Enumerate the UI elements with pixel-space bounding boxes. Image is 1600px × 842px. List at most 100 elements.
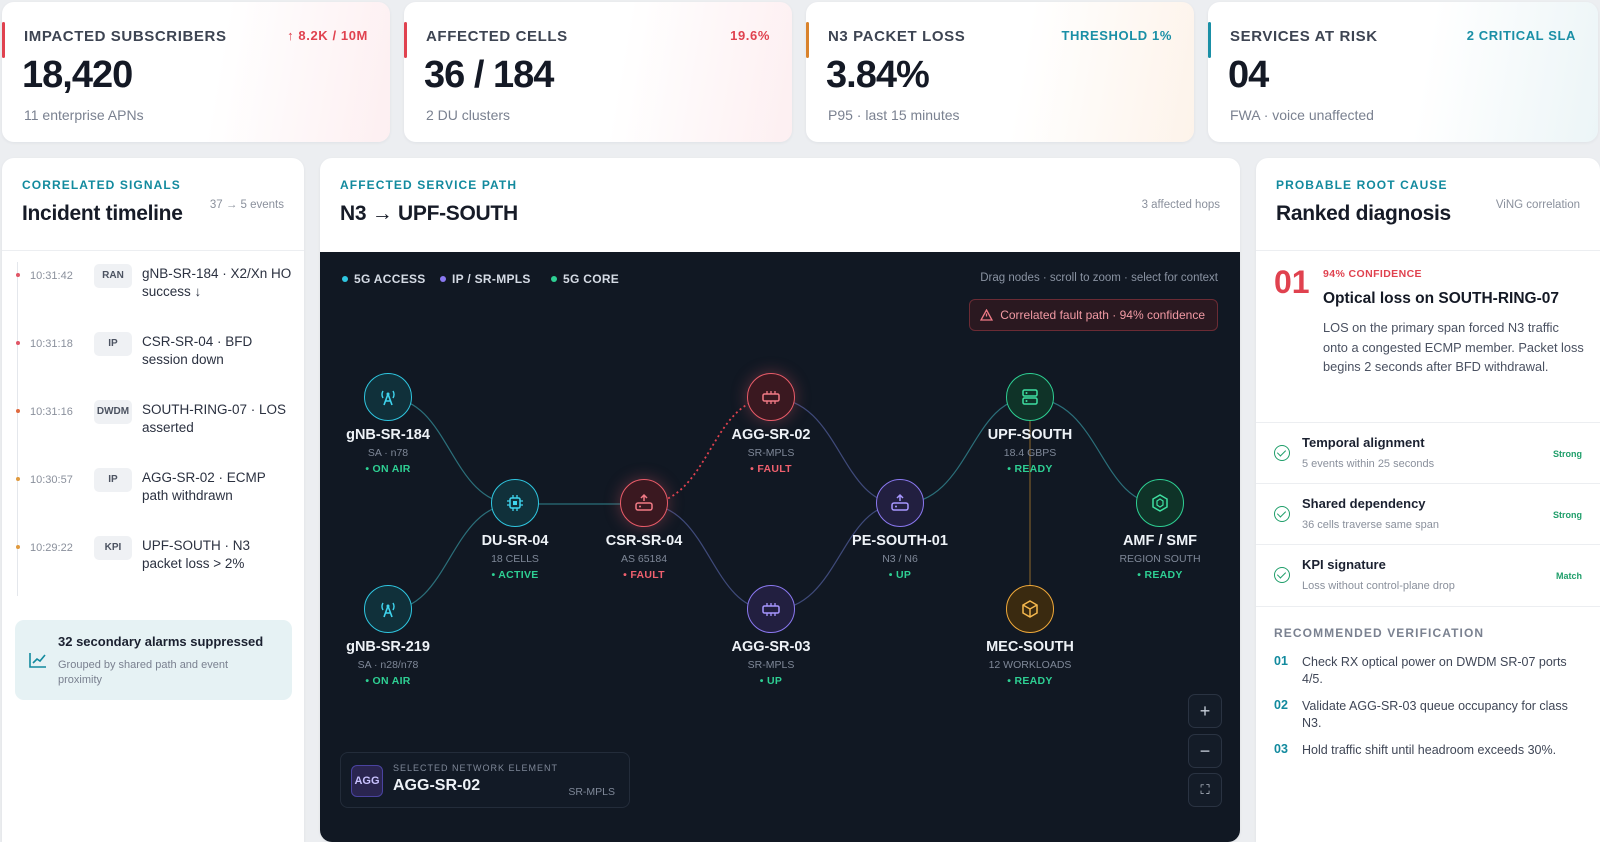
- fault-path-alert[interactable]: Correlated fault path · 94% confidence: [969, 299, 1218, 331]
- node-meta: 12 WORKLOADS: [988, 659, 1072, 671]
- kpi-label: SERVICES AT RISK: [1230, 28, 1378, 45]
- event-count: 37 → 5 events: [209, 199, 284, 211]
- event-time: 10:29:22: [30, 542, 73, 554]
- node-name: DU-SR-04: [481, 533, 549, 549]
- event-domain-badge: KPI: [94, 536, 132, 560]
- node-csr-sr-04[interactable]: CSR-SR-04 AS 65184 • FAULT: [564, 479, 724, 581]
- fit-view-button[interactable]: ⛶: [1188, 773, 1222, 807]
- diagnosis-title: Ranked diagnosis: [1276, 202, 1451, 225]
- kpi-sub: P95 · last 15 minutes: [828, 107, 960, 123]
- timeline-eyebrow: CORRELATED SIGNALS: [22, 178, 181, 192]
- node-gnb-sr-184[interactable]: gNB-SR-184 SA · n78 • ON AIR: [320, 373, 468, 475]
- node-meta: SA · n78: [367, 447, 409, 459]
- kpi-card-subscribers: IMPACTED SUBSCRIBERS ↑ 8.2K / 10M 18,420…: [2, 2, 390, 142]
- canvas-hint: Drag nodes · scroll to zoom · select for…: [980, 272, 1218, 284]
- node-agg-sr-03[interactable]: AGG-SR-03 SR-MPLS • UP: [691, 585, 851, 687]
- timeline-event[interactable]: 10:29:22 KPI UPF-SOUTH · N3 packet loss …: [2, 536, 302, 598]
- selected-name: AGG-SR-02: [393, 777, 481, 794]
- evidence-item[interactable]: KPI signature Loss without control-plane…: [1256, 545, 1600, 605]
- node-pe-south-01[interactable]: PE-SOUTH-01 N3 / N6 • UP: [820, 479, 980, 581]
- antenna-icon: [364, 373, 412, 421]
- suppressed-alarms-banner[interactable]: 32 secondary alarms suppressed Grouped b…: [15, 620, 292, 700]
- node-name: AGG-SR-02: [731, 427, 811, 443]
- kpi-value: 04: [1228, 54, 1269, 96]
- kpi-label: AFFECTED CELLS: [426, 28, 568, 45]
- evidence-title: Shared dependency: [1302, 496, 1426, 511]
- event-domain-badge: DWDM: [94, 400, 132, 424]
- evidence-item[interactable]: Shared dependency 36 cells traverse same…: [1256, 484, 1600, 544]
- event-text: UPF-SOUTH · N3 packet loss > 2%: [142, 538, 250, 571]
- node-status: • UP: [888, 569, 912, 581]
- rec-text: Check RX optical power on DWDM SR-07 por…: [1302, 655, 1567, 686]
- zoom-out-button[interactable]: −: [1188, 734, 1222, 768]
- antenna-icon: [364, 585, 412, 633]
- event-text: SOUTH-RING-07 · LOS asserted: [142, 402, 287, 435]
- kpi-card-cells: AFFECTED CELLS 19.6% 36 / 184 2 DU clust…: [404, 2, 792, 142]
- topology-canvas[interactable]: 5G ACCESS IP / SR-MPLS 5G CORE Drag node…: [320, 252, 1240, 842]
- selected-type: SR-MPLS: [568, 786, 615, 798]
- server-icon: [1006, 373, 1054, 421]
- node-name: gNB-SR-219: [346, 639, 430, 655]
- node-name: PE-SOUTH-01: [852, 533, 948, 549]
- kpi-sub: 2 DU clusters: [426, 107, 511, 123]
- evidence-desc: 36 cells traverse same span: [1302, 519, 1439, 531]
- evidence-title: KPI signature: [1302, 557, 1386, 572]
- node-meta: N3 / N6: [882, 553, 918, 565]
- rec-number: 01: [1274, 654, 1288, 668]
- node-status: • FAULT: [750, 463, 792, 475]
- cube-icon: [1006, 585, 1054, 633]
- node-name: AGG-SR-03: [731, 639, 811, 655]
- path-title: N3 → UPF-SOUTH: [340, 202, 518, 225]
- node-meta: AS 65184: [620, 553, 668, 565]
- evidence-desc: Loss without control-plane drop: [1302, 580, 1455, 592]
- node-status: • READY: [1137, 569, 1183, 581]
- chart-icon: [29, 653, 46, 668]
- node-amf-smf[interactable]: AMF / SMF REGION SOUTH • READY: [1080, 479, 1240, 581]
- event-time: 10:31:16: [30, 406, 73, 418]
- event-time: 10:30:57: [30, 474, 73, 486]
- selected-label: SELECTED NETWORK ELEMENT: [393, 763, 559, 773]
- node-du-sr-04[interactable]: DU-SR-04 18 CELLS • ACTIVE: [435, 479, 595, 581]
- check-icon: [1274, 567, 1290, 583]
- node-name: UPF-SOUTH: [987, 427, 1073, 443]
- switch-icon: [747, 373, 795, 421]
- selected-element-card[interactable]: AGG SELECTED NETWORK ELEMENT AGG-SR-02 S…: [340, 752, 630, 808]
- timeline-title: Incident timeline: [22, 202, 183, 225]
- kpi-value: 36 / 184: [424, 54, 554, 96]
- timeline-event[interactable]: 10:31:16 DWDM SOUTH-RING-07 · LOS assert…: [2, 400, 302, 462]
- node-mec-south[interactable]: MEC-SOUTH 12 WORKLOADS • READY: [950, 585, 1110, 687]
- kpi-value: 18,420: [22, 54, 133, 96]
- node-meta: 18.4 GBPS: [1003, 447, 1057, 459]
- evidence-title: Temporal alignment: [1302, 435, 1425, 450]
- event-domain-badge: RAN: [94, 264, 132, 288]
- check-icon: [1274, 506, 1290, 522]
- evidence-desc: 5 events within 25 seconds: [1302, 458, 1435, 470]
- kpi-tag: THRESHOLD 1%: [1061, 28, 1172, 43]
- recommendation-heading: RECOMMENDED VERIFICATION: [1274, 626, 1485, 640]
- timeline-event[interactable]: 10:31:42 RAN gNB-SR-184 · X2/Xn HO succe…: [2, 264, 302, 326]
- affected-hops: 3 affected hops: [1141, 199, 1220, 211]
- timeline-event[interactable]: 10:31:18 IP CSR-SR-04 · BFD session down: [2, 332, 302, 394]
- suppressed-desc: Grouped by shared path and event proximi…: [58, 659, 229, 686]
- router-icon: [876, 479, 924, 527]
- legend-ip: IP / SR-MPLS: [440, 272, 531, 286]
- zoom-in-button[interactable]: +: [1188, 694, 1222, 728]
- event-time: 10:31:18: [30, 338, 73, 350]
- node-status: • ON AIR: [365, 675, 411, 687]
- node-upf-south[interactable]: UPF-SOUTH 18.4 GBPS • READY: [950, 373, 1110, 475]
- legend-core: 5G CORE: [551, 272, 619, 286]
- evidence-strength: Match: [1555, 571, 1582, 581]
- rec-text: Hold traffic shift until headroom exceed…: [1302, 743, 1557, 757]
- selected-badge: AGG: [351, 765, 383, 797]
- node-agg-sr-02[interactable]: AGG-SR-02 SR-MPLS • FAULT: [691, 373, 851, 475]
- node-meta: REGION SOUTH: [1119, 553, 1201, 565]
- evidence-item[interactable]: Temporal alignment 5 events within 25 se…: [1256, 423, 1600, 483]
- kpi-value: 3.84%: [826, 54, 930, 96]
- diagnosis-panel: PROBABLE ROOT CAUSE Ranked diagnosis ViN…: [1256, 158, 1600, 842]
- event-time: 10:31:42: [30, 270, 73, 282]
- timeline-event[interactable]: 10:30:57 IP AGG-SR-02 · ECMP path withdr…: [2, 468, 302, 530]
- node-gnb-sr-219[interactable]: gNB-SR-219 SA · n28/n78 • ON AIR: [320, 585, 468, 687]
- node-status: • ACTIVE: [491, 569, 539, 581]
- event-text: AGG-SR-02 · ECMP path withdrawn: [142, 470, 266, 503]
- chip-icon: [491, 479, 539, 527]
